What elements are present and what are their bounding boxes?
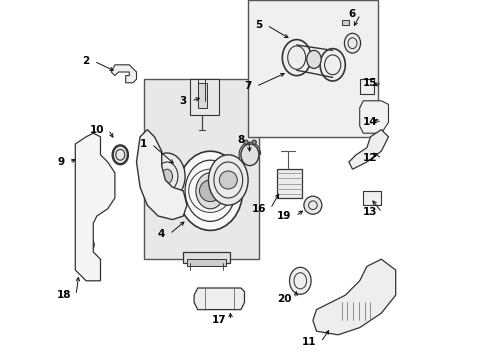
Text: 12: 12 [363, 153, 377, 163]
Ellipse shape [282, 40, 310, 76]
Bar [276, 169, 302, 198]
Ellipse shape [344, 33, 360, 53]
Bar [183, 252, 230, 263]
Text: 4: 4 [158, 229, 165, 239]
Bar [186, 259, 226, 266]
Text: 11: 11 [302, 337, 316, 347]
Ellipse shape [162, 169, 172, 184]
Circle shape [251, 140, 256, 144]
Text: 14: 14 [362, 117, 377, 127]
Ellipse shape [241, 144, 258, 166]
Bar [247, 0, 377, 137]
Ellipse shape [208, 155, 247, 205]
Polygon shape [363, 191, 381, 205]
Text: 9: 9 [57, 157, 64, 167]
Bar [197, 83, 206, 108]
Polygon shape [348, 130, 387, 169]
Bar [190, 79, 219, 115]
Ellipse shape [306, 50, 321, 68]
Polygon shape [75, 133, 115, 281]
Circle shape [303, 196, 321, 214]
Text: 1: 1 [140, 139, 147, 149]
Text: 8: 8 [237, 135, 244, 145]
Circle shape [244, 140, 247, 144]
Text: 6: 6 [348, 9, 355, 19]
Polygon shape [111, 65, 136, 83]
Text: 7: 7 [244, 81, 251, 91]
Polygon shape [312, 259, 395, 335]
Bar [143, 79, 258, 259]
Ellipse shape [289, 267, 310, 294]
Text: 20: 20 [276, 294, 291, 304]
Ellipse shape [196, 173, 224, 209]
Polygon shape [136, 130, 186, 220]
Text: 18: 18 [57, 290, 72, 300]
Polygon shape [359, 101, 387, 133]
Ellipse shape [320, 49, 345, 81]
Text: 3: 3 [179, 96, 186, 106]
Circle shape [219, 171, 237, 189]
Ellipse shape [178, 151, 242, 230]
Text: 13: 13 [363, 207, 377, 217]
Polygon shape [359, 79, 373, 94]
Circle shape [199, 180, 221, 202]
Text: 10: 10 [89, 125, 104, 135]
Text: 19: 19 [276, 211, 291, 221]
Ellipse shape [149, 153, 185, 200]
Text: 16: 16 [251, 204, 265, 214]
Polygon shape [194, 288, 244, 310]
Bar [341, 20, 348, 25]
Ellipse shape [113, 146, 127, 164]
Text: 15: 15 [363, 78, 377, 88]
Text: 17: 17 [211, 315, 226, 325]
Text: 2: 2 [82, 56, 89, 66]
Text: 5: 5 [255, 20, 262, 30]
